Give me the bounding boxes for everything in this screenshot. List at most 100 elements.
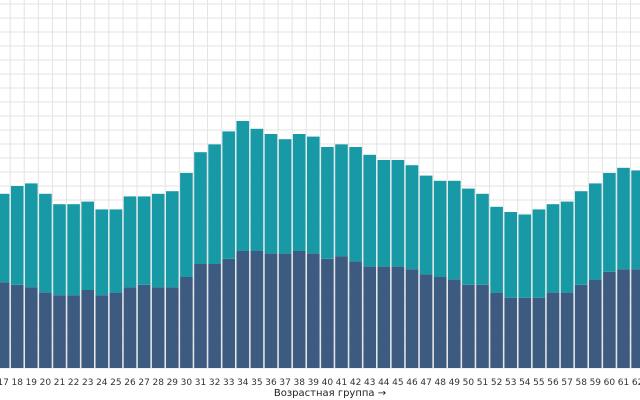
x-tick-label: 58 (575, 378, 587, 388)
bar-top-27 (137, 196, 151, 285)
bar-bottom-48 (433, 277, 447, 368)
x-tick-label: 18 (11, 378, 23, 388)
bar-bottom-41 (335, 256, 348, 368)
x-tick-label: 46 (406, 378, 418, 388)
bars-layer (0, 121, 640, 368)
bar-bottom-30 (180, 277, 193, 368)
bar-top-37 (278, 139, 292, 254)
bar-top-55 (532, 209, 546, 298)
x-tick-label: 19 (26, 378, 38, 388)
bar-bottom-58 (574, 284, 588, 368)
bar-bottom-43 (363, 266, 376, 368)
bar-top-46 (405, 165, 419, 270)
bar-bottom-23 (81, 290, 94, 368)
x-tick-label: 49 (449, 378, 461, 388)
bar-top-17 (0, 193, 10, 283)
x-tick-label: 20 (40, 378, 52, 388)
bar-top-31 (194, 152, 207, 264)
x-tick-label: 37 (279, 378, 290, 388)
x-tick-label: 27 (138, 378, 149, 388)
bar-bottom-34 (236, 251, 250, 368)
bar-top-33 (222, 131, 235, 259)
bar-top-44 (377, 160, 391, 267)
bar-bottom-50 (462, 284, 475, 368)
bar-top-62 (631, 170, 640, 270)
bar-bottom-22 (67, 295, 80, 368)
bar-bottom-35 (250, 251, 264, 368)
bar-top-53 (504, 212, 517, 298)
x-tick-label: 52 (491, 378, 502, 388)
x-axis-title: Возрастная группа → (274, 388, 386, 399)
x-tick-label: 39 (308, 378, 320, 388)
bar-bottom-39 (307, 253, 320, 368)
x-tick-label: 33 (223, 378, 234, 388)
bar-top-26 (123, 196, 137, 288)
bar-bottom-25 (109, 292, 123, 368)
x-tick-label: 17 (0, 378, 9, 388)
x-tick-label: 26 (124, 378, 136, 388)
bar-top-39 (307, 136, 320, 254)
bar-top-54 (518, 214, 532, 298)
bar-bottom-40 (321, 258, 334, 368)
bar-bottom-21 (53, 295, 66, 368)
bar-top-22 (67, 204, 80, 296)
x-tick-label: 41 (336, 378, 347, 388)
bar-bottom-38 (292, 251, 306, 368)
x-tick-label: 51 (477, 378, 488, 388)
bar-top-38 (292, 134, 306, 251)
x-tick-label: 22 (68, 378, 79, 388)
x-tick-label: 34 (237, 378, 249, 388)
bar-top-40 (321, 147, 334, 259)
x-tick-label: 24 (96, 378, 108, 388)
bar-top-20 (39, 193, 52, 293)
bar-top-60 (603, 173, 616, 272)
bar-top-19 (25, 183, 38, 288)
bar-top-41 (335, 144, 348, 257)
x-tick-label: 60 (604, 378, 616, 388)
x-tick-label: 42 (350, 378, 361, 388)
bar-bottom-47 (419, 274, 433, 368)
bar-bottom-60 (603, 271, 616, 368)
bar-bottom-18 (10, 284, 24, 368)
bar-bottom-42 (349, 261, 362, 368)
x-tick-label: 25 (110, 378, 121, 388)
bar-bottom-26 (123, 287, 137, 368)
x-tick-label: 47 (420, 378, 431, 388)
bar-top-34 (236, 121, 250, 251)
bar-top-43 (363, 154, 376, 267)
x-tick-label: 31 (195, 378, 206, 388)
bar-bottom-20 (39, 292, 52, 368)
bar-top-35 (250, 128, 264, 251)
bar-bottom-31 (194, 264, 207, 368)
bar-top-61 (617, 167, 630, 270)
bar-top-58 (574, 191, 588, 285)
bar-bottom-27 (137, 284, 151, 368)
x-tick-label: 36 (265, 378, 277, 388)
bar-top-47 (419, 175, 433, 275)
x-tick-label: 61 (618, 378, 629, 388)
x-tick-label: 29 (167, 378, 179, 388)
bar-bottom-61 (617, 269, 630, 368)
x-tick-label: 35 (251, 378, 262, 388)
bar-top-56 (546, 204, 560, 293)
bar-top-51 (476, 193, 489, 285)
bar-bottom-49 (448, 279, 461, 368)
x-tick-label: 48 (434, 378, 446, 388)
x-tick-label: 43 (364, 378, 375, 388)
x-tick-label: 40 (322, 378, 334, 388)
x-tick-label: 32 (209, 378, 220, 388)
x-tick-label: 45 (392, 378, 403, 388)
bar-top-18 (10, 186, 24, 285)
bar-top-36 (264, 134, 278, 254)
bar-bottom-37 (278, 253, 292, 368)
bar-bottom-54 (518, 297, 532, 368)
bar-bottom-29 (166, 287, 179, 368)
bar-bottom-62 (631, 269, 640, 368)
bar-top-24 (95, 209, 109, 296)
bar-bottom-45 (391, 266, 405, 368)
bar-bottom-17 (0, 282, 10, 368)
x-tick-label: 23 (82, 378, 93, 388)
x-tick-label: 28 (152, 378, 164, 388)
x-tick-label: 55 (533, 378, 544, 388)
